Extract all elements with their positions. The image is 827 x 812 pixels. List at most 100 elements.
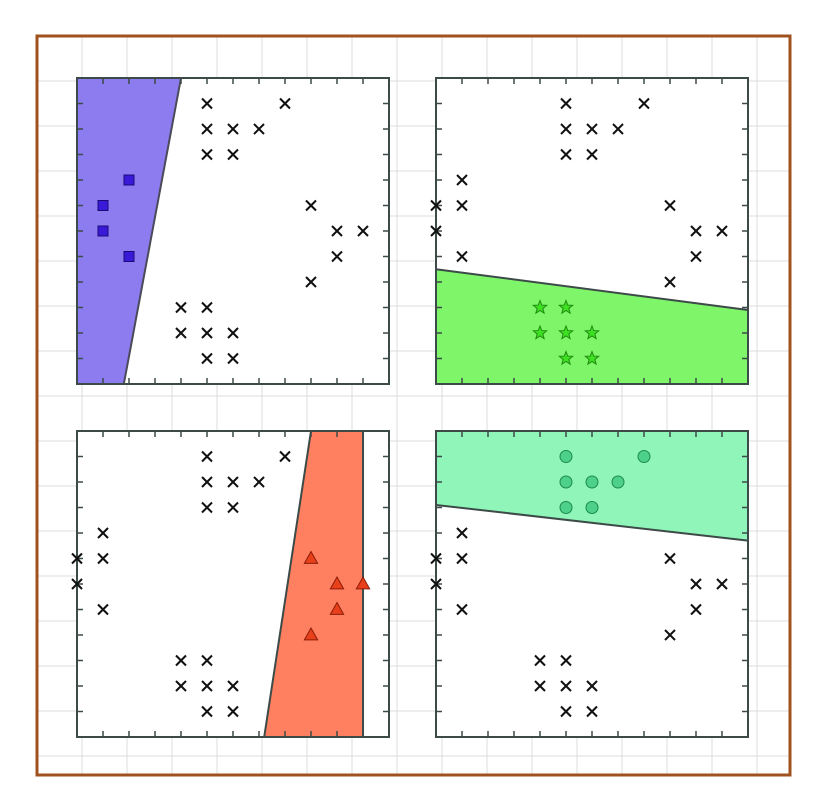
cross-marker <box>175 680 187 692</box>
square-marker <box>97 225 109 237</box>
panel-bottom-left <box>71 430 390 738</box>
panel-top-right <box>430 77 749 385</box>
cross-marker <box>201 327 213 339</box>
cross-marker <box>175 301 187 314</box>
cross-marker <box>201 680 213 692</box>
cross-marker <box>456 250 468 263</box>
cross-marker <box>227 352 239 365</box>
cross-marker <box>201 97 213 110</box>
star-marker <box>558 299 574 315</box>
cross-marker <box>664 552 676 565</box>
cross-marker <box>227 680 239 692</box>
cross-marker <box>71 552 83 565</box>
cross-marker <box>71 578 83 590</box>
cross-marker <box>560 148 572 161</box>
cross-marker <box>175 654 187 667</box>
cross-marker <box>560 705 572 718</box>
star-marker <box>584 350 600 366</box>
cross-marker <box>227 476 239 488</box>
cross-marker <box>253 123 265 135</box>
triangle-marker <box>303 550 319 564</box>
cross-marker <box>201 148 213 161</box>
cross-marker <box>430 578 442 590</box>
cross-marker <box>279 450 291 463</box>
square-marker <box>123 251 135 262</box>
cross-marker <box>456 603 468 616</box>
cross-marker <box>430 552 442 565</box>
cross-marker <box>227 501 239 514</box>
cross-marker <box>331 225 343 237</box>
cross-marker <box>227 327 239 339</box>
cross-marker <box>201 654 213 667</box>
cross-marker <box>560 654 572 667</box>
cross-marker <box>331 250 343 263</box>
cross-marker <box>305 199 317 212</box>
circle-marker <box>585 501 599 514</box>
cross-marker <box>227 705 239 718</box>
star-marker <box>532 299 548 315</box>
cross-marker <box>586 148 598 161</box>
cross-marker <box>430 225 442 237</box>
cross-marker <box>586 680 598 692</box>
panel-bottom-right <box>430 430 749 738</box>
cross-marker <box>175 327 187 339</box>
cross-marker <box>201 705 213 718</box>
cross-marker <box>227 123 239 135</box>
cross-marker <box>716 578 728 590</box>
square-marker <box>97 200 109 211</box>
cross-marker <box>279 97 291 110</box>
cross-marker <box>560 680 572 692</box>
cross-marker <box>612 123 624 135</box>
cross-marker <box>305 276 317 288</box>
cross-marker <box>638 97 650 110</box>
cross-marker <box>97 527 109 539</box>
decision-region <box>264 431 363 737</box>
cross-marker <box>586 705 598 718</box>
cross-marker <box>456 174 468 186</box>
cross-marker <box>456 552 468 565</box>
cross-marker <box>690 250 702 263</box>
triangle-marker <box>355 575 371 590</box>
cross-marker <box>664 629 676 641</box>
circle-marker <box>559 475 573 489</box>
star-marker <box>532 324 548 340</box>
cross-marker <box>456 527 468 539</box>
decision-region <box>77 78 181 384</box>
cross-marker <box>253 476 265 488</box>
square-marker <box>123 174 135 186</box>
cross-marker <box>201 123 213 135</box>
cross-marker <box>560 123 572 135</box>
cross-marker <box>456 199 468 212</box>
cross-marker <box>201 301 213 314</box>
decision-boundary <box>263 430 312 738</box>
star-marker <box>584 324 600 340</box>
cross-marker <box>586 123 598 135</box>
star-marker <box>558 350 574 366</box>
decision-boundary <box>435 503 749 542</box>
cross-marker <box>560 97 572 110</box>
cross-marker <box>430 199 442 212</box>
circle-marker <box>559 501 573 514</box>
circle-marker <box>585 475 599 489</box>
cross-marker <box>97 552 109 565</box>
outer-frame <box>35 34 792 777</box>
cross-marker <box>690 603 702 616</box>
panel-top-left <box>76 77 390 385</box>
cross-marker <box>690 225 702 237</box>
triangle-marker <box>329 575 345 590</box>
cross-marker <box>534 654 546 667</box>
cross-marker <box>201 352 213 365</box>
cross-marker <box>357 225 369 237</box>
cross-marker <box>201 450 213 463</box>
cross-marker <box>664 199 676 212</box>
circle-marker <box>611 475 625 489</box>
cross-marker <box>716 225 728 237</box>
cross-marker <box>690 578 702 590</box>
circle-marker <box>637 450 651 463</box>
star-marker <box>558 324 574 340</box>
cross-marker <box>201 501 213 514</box>
cross-marker <box>227 148 239 161</box>
cross-marker <box>97 603 109 616</box>
